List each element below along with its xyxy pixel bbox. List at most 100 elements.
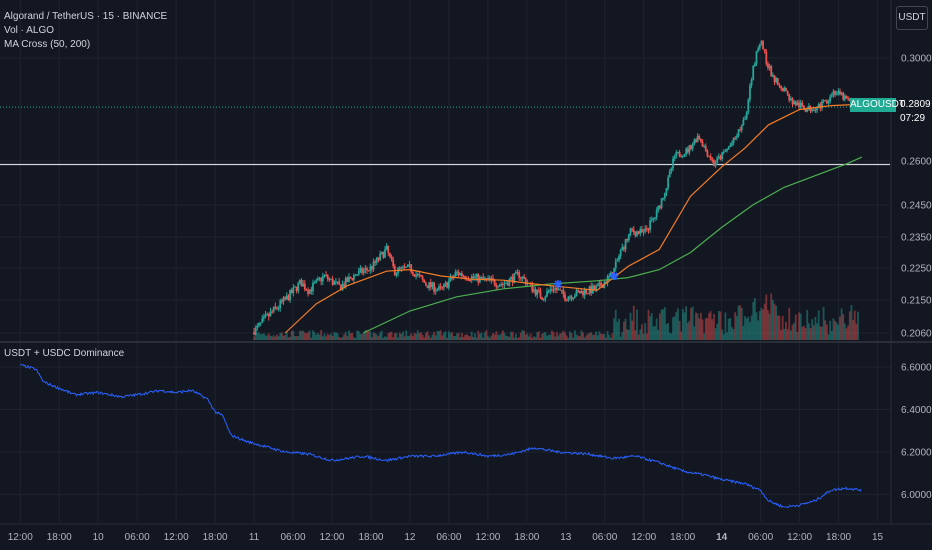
candle-body	[464, 275, 467, 279]
volume-bar	[366, 330, 368, 340]
volume-bar	[397, 337, 399, 340]
candle-body	[254, 327, 257, 335]
volume-bar	[272, 335, 275, 340]
volume-bar	[593, 334, 596, 340]
volume-bar	[740, 307, 743, 340]
candle-body	[783, 87, 786, 92]
volume-bar	[305, 333, 308, 340]
symbol-title[interactable]: Algorand / TetherUS · 15 · BINANCE	[4, 11, 168, 22]
volume-bar	[762, 309, 764, 340]
volume-bar	[821, 326, 823, 340]
candle-body	[285, 295, 288, 300]
candle-body	[580, 290, 583, 294]
volume-bar	[606, 331, 609, 340]
candle-body	[531, 283, 534, 292]
volume-bar	[423, 337, 426, 340]
volume-bar	[276, 334, 278, 340]
candle-body	[796, 102, 799, 106]
candle-body	[325, 274, 327, 276]
dominance-title[interactable]: USDT + USDC Dominance	[4, 348, 125, 359]
candle-body	[562, 289, 565, 295]
volume-bar	[341, 336, 344, 340]
candle-body	[533, 289, 535, 292]
volume-bar	[359, 333, 362, 340]
volume-bar	[513, 337, 516, 340]
candle-body	[416, 274, 419, 276]
volume-bar	[614, 309, 617, 340]
candle-body	[362, 270, 365, 274]
candle-body	[400, 267, 403, 269]
candle-body	[695, 139, 697, 142]
candle-body	[719, 156, 722, 160]
volume-bar	[521, 330, 524, 340]
volume-bar	[266, 335, 269, 340]
price-tick-label: 0.2350	[901, 233, 932, 244]
time-tick-label: 18:00	[826, 532, 851, 543]
candle-body	[662, 198, 665, 200]
currency-button[interactable]: USDT	[896, 6, 928, 30]
candle-body	[616, 260, 619, 262]
candle-body	[500, 284, 503, 286]
volume-bar	[328, 335, 331, 340]
volume-bar	[331, 336, 334, 340]
candle-body	[429, 282, 432, 288]
candle-body	[657, 205, 660, 210]
candle-body	[277, 307, 280, 309]
volume-bar	[479, 333, 481, 340]
volume-bar	[623, 321, 625, 340]
volume-bar	[551, 330, 553, 340]
ma50-line	[284, 103, 859, 334]
volume-bar	[695, 312, 697, 340]
price-tick-label: 0.2250	[901, 264, 932, 275]
volume-bar	[395, 332, 398, 340]
candle-body	[262, 316, 265, 319]
volume-bar	[254, 331, 257, 340]
volume-bar	[367, 330, 370, 340]
volume-bar	[426, 331, 429, 340]
candle-body	[732, 137, 735, 144]
volume-bar	[750, 315, 753, 340]
candle-body	[570, 296, 573, 300]
volume-bar	[354, 337, 357, 340]
candle-body	[799, 102, 802, 108]
candle-body	[552, 289, 555, 291]
candle-body	[482, 277, 485, 280]
candle-body	[485, 278, 488, 280]
candle-body	[650, 219, 653, 221]
volume-bar	[403, 336, 406, 340]
volume-bar	[681, 309, 684, 340]
dominance-axis-labels[interactable]: 6.6000 6.4000 6.2000 6.0000	[901, 363, 932, 501]
volume-bar	[325, 336, 327, 340]
price-axis-labels[interactable]: 0.3000 0.2600 0.2450 0.2350 0.2250 0.2150 0.20…	[901, 54, 932, 340]
volume-bar	[789, 330, 792, 340]
volume-bar	[786, 329, 789, 340]
candle-body	[587, 293, 589, 295]
time-tick-label: 12	[404, 532, 416, 543]
volume-bar	[595, 331, 598, 340]
volume-bar	[523, 330, 526, 340]
candle-body	[356, 274, 359, 276]
candle-body	[398, 267, 401, 269]
candle-body	[407, 264, 409, 267]
volume-bar	[457, 332, 460, 340]
candle-body	[433, 282, 435, 292]
candle-body	[785, 87, 787, 91]
volume-bar	[848, 311, 851, 340]
volume-bar	[757, 320, 760, 340]
volume-bar	[443, 332, 445, 340]
volume-bar	[321, 336, 324, 340]
candle-body	[367, 270, 370, 272]
candle-body	[256, 325, 259, 328]
dominance-path	[19, 364, 862, 509]
volume-bar	[470, 331, 473, 340]
time-axis-labels[interactable]: 12:00 18:00 10 06:00 12:00 18:00 11 06:00 12:00 1…	[8, 532, 884, 543]
ma-cross-indicator-label[interactable]: MA Cross (50, 200)	[4, 39, 91, 50]
volume-bar	[547, 334, 550, 340]
volume-indicator-label[interactable]: Vol · ALGO	[4, 25, 55, 36]
candle-body	[688, 145, 691, 153]
volume-bar	[641, 324, 643, 340]
candle-body	[767, 63, 769, 68]
volume-bar	[528, 336, 530, 340]
candle-body	[763, 49, 766, 52]
